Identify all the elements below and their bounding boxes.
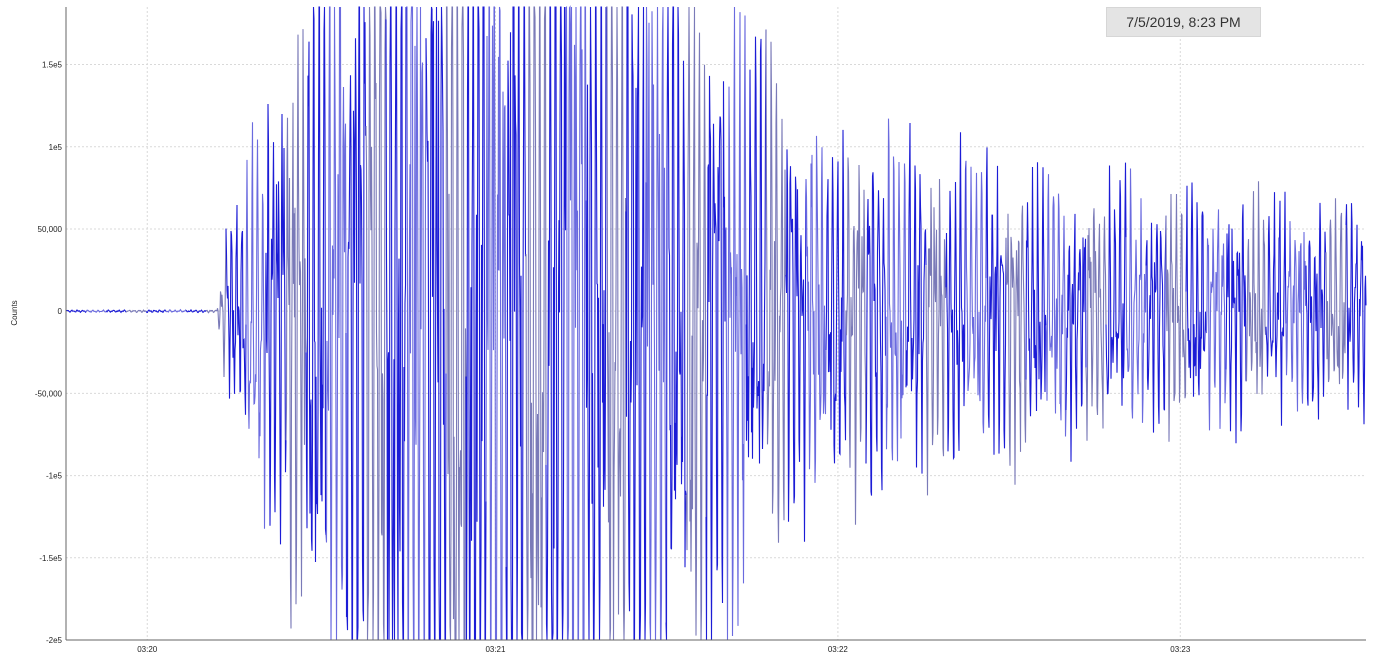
waveform-segment	[745, 29, 767, 464]
waveform-segment	[1205, 209, 1227, 431]
waveform-segment	[145, 309, 167, 314]
waveform-segment	[285, 29, 307, 629]
waveform-segment	[406, 6, 427, 641]
waveform-segment	[265, 103, 287, 545]
waveform-segment	[1105, 162, 1127, 406]
waveform-segment	[1065, 213, 1087, 462]
waveform-segment	[505, 6, 527, 641]
waveform-segment	[345, 6, 367, 641]
y-axis-ticks: 1.5e5 1e5 50,000 0 -50,000 -1e5 -1.5e5 -2e5	[35, 61, 63, 645]
waveform-segment	[1265, 191, 1287, 426]
waveform-segment	[805, 135, 827, 483]
x-tick-label: 03:22	[828, 645, 849, 654]
waveform-segment	[185, 309, 207, 314]
x-tick-label: 03:23	[1170, 645, 1191, 654]
waveform-segment	[85, 309, 107, 313]
waveform-segment	[865, 172, 887, 496]
waveform-segment	[1005, 205, 1027, 485]
waveform-segment	[1085, 208, 1107, 441]
x-tick-label: 03:20	[137, 645, 158, 654]
waveform-segment	[1165, 193, 1187, 442]
waveform-segment	[1045, 174, 1067, 437]
y-tick-label: -1.5e5	[39, 554, 62, 563]
y-tick-label: 1e5	[49, 143, 63, 152]
x-tick-label: 03:21	[485, 645, 506, 654]
y-tick-label: 50,000	[38, 225, 63, 234]
waveform-series	[66, 5, 1367, 641]
waveform-segment	[1225, 204, 1247, 444]
waveform-segment	[525, 6, 547, 641]
waveform-segment	[165, 308, 187, 313]
waveform-segment	[785, 149, 807, 542]
waveform-segment	[905, 122, 927, 474]
waveform-segment	[1185, 182, 1207, 397]
waveform-segment	[1245, 181, 1267, 395]
waveform-segment	[305, 6, 327, 563]
waveform-segment	[985, 147, 1007, 455]
waveform-segment	[1325, 198, 1347, 385]
waveform-segment	[125, 309, 147, 314]
y-tick-label: -50,000	[35, 389, 63, 398]
waveform-segment	[365, 6, 387, 641]
waveform-segment	[885, 118, 907, 462]
waveform-segment	[925, 178, 947, 496]
y-tick-label: 0	[58, 307, 63, 316]
waveform-segment	[1025, 162, 1047, 417]
waveform-segment	[1145, 215, 1167, 433]
waveform-segment	[845, 157, 867, 525]
waveform-segment	[625, 6, 647, 641]
waveform-segment	[585, 6, 607, 641]
waveform-segment	[225, 204, 247, 415]
timestamp-badge: 7/5/2019, 8:23 PM	[1106, 7, 1261, 37]
waveform-segment	[825, 129, 847, 464]
waveform-segment	[665, 6, 687, 641]
y-tick-label: -1e5	[46, 472, 63, 481]
waveform-segment	[66, 309, 87, 314]
waveform-segment	[1305, 202, 1327, 420]
x-axis-ticks: 03:20 03:21 03:22 03:23	[137, 645, 1191, 654]
waveform-segment	[105, 309, 127, 314]
waveform-segment	[1285, 221, 1307, 412]
waveform-segment	[725, 6, 747, 641]
waveform-segment	[1345, 203, 1367, 425]
waveform-segment	[606, 6, 627, 641]
waveform-segment	[645, 6, 667, 641]
y-tick-label: 1.5e5	[42, 61, 63, 70]
waveform-segment	[945, 132, 967, 461]
waveform-segment	[1125, 168, 1147, 423]
waveform-segment	[245, 122, 267, 529]
waveform-segment	[465, 6, 487, 641]
waveform-segment	[205, 228, 227, 378]
y-axis-label: Counts	[10, 300, 19, 325]
waveform-segment	[565, 5, 587, 641]
waveform-segment	[685, 6, 707, 641]
waveform-segment	[965, 160, 987, 434]
waveform-segment	[705, 75, 727, 641]
waveform-segment	[545, 6, 567, 641]
y-tick-label: -2e5	[46, 636, 63, 645]
waveform-segment	[765, 29, 787, 543]
waveform-segment	[325, 6, 347, 641]
waveform-segment	[385, 6, 407, 641]
